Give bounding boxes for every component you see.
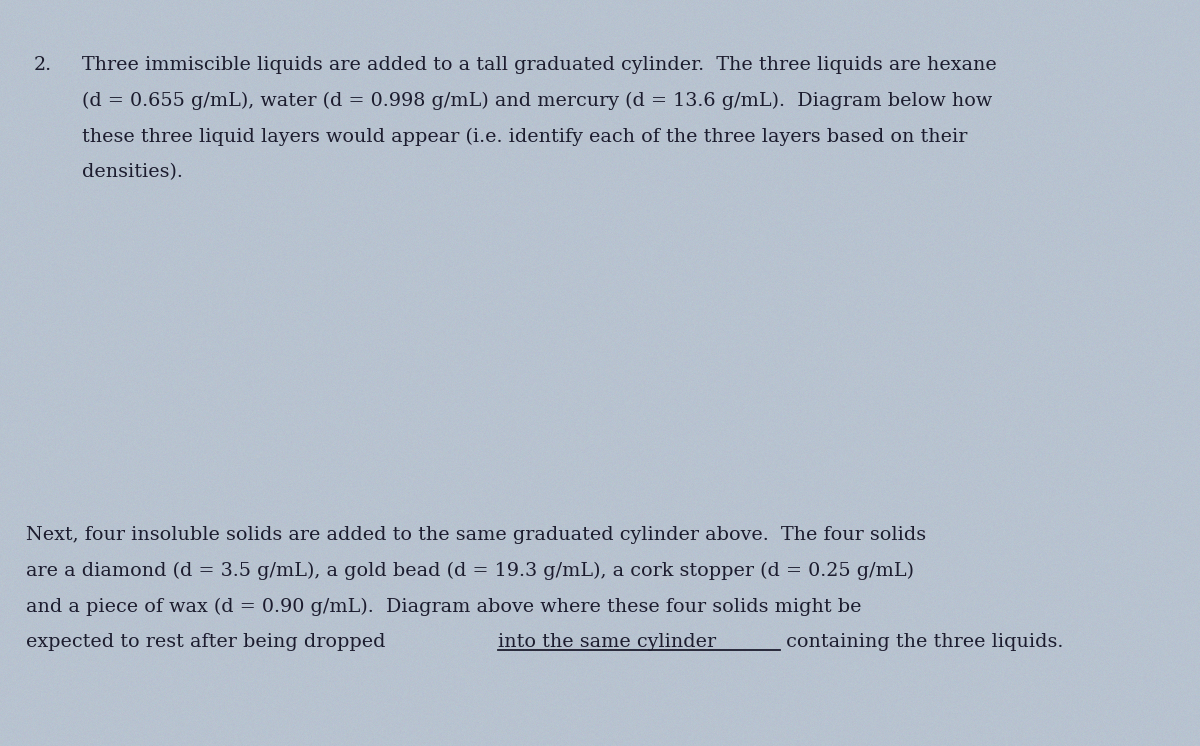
Text: and a piece of wax (d = 0.90 g/mL).  Diagram above where these four solids might: and a piece of wax (d = 0.90 g/mL). Diag…: [26, 598, 862, 615]
Text: expected to rest after being dropped: expected to rest after being dropped: [26, 633, 392, 651]
Text: these three liquid layers would appear (i.e. identify each of the three layers b: these three liquid layers would appear (…: [82, 128, 967, 145]
Text: Next, four insoluble solids are added to the same graduated cylinder above.  The: Next, four insoluble solids are added to…: [26, 526, 926, 544]
Text: into the same cylinder: into the same cylinder: [498, 633, 716, 651]
Text: densities).: densities).: [82, 163, 182, 181]
Text: containing the three liquids.: containing the three liquids.: [780, 633, 1063, 651]
Text: 2.: 2.: [34, 56, 52, 74]
Text: Three immiscible liquids are added to a tall graduated cylinder.  The three liqu: Three immiscible liquids are added to a …: [82, 56, 996, 74]
Text: are a diamond (d = 3.5 g/mL), a gold bead (d = 19.3 g/mL), a cork stopper (d = 0: are a diamond (d = 3.5 g/mL), a gold bea…: [26, 562, 914, 580]
Text: (d = 0.655 g/mL), water (d = 0.998 g/mL) and mercury (d = 13.6 g/mL).  Diagram b: (d = 0.655 g/mL), water (d = 0.998 g/mL)…: [82, 92, 992, 110]
